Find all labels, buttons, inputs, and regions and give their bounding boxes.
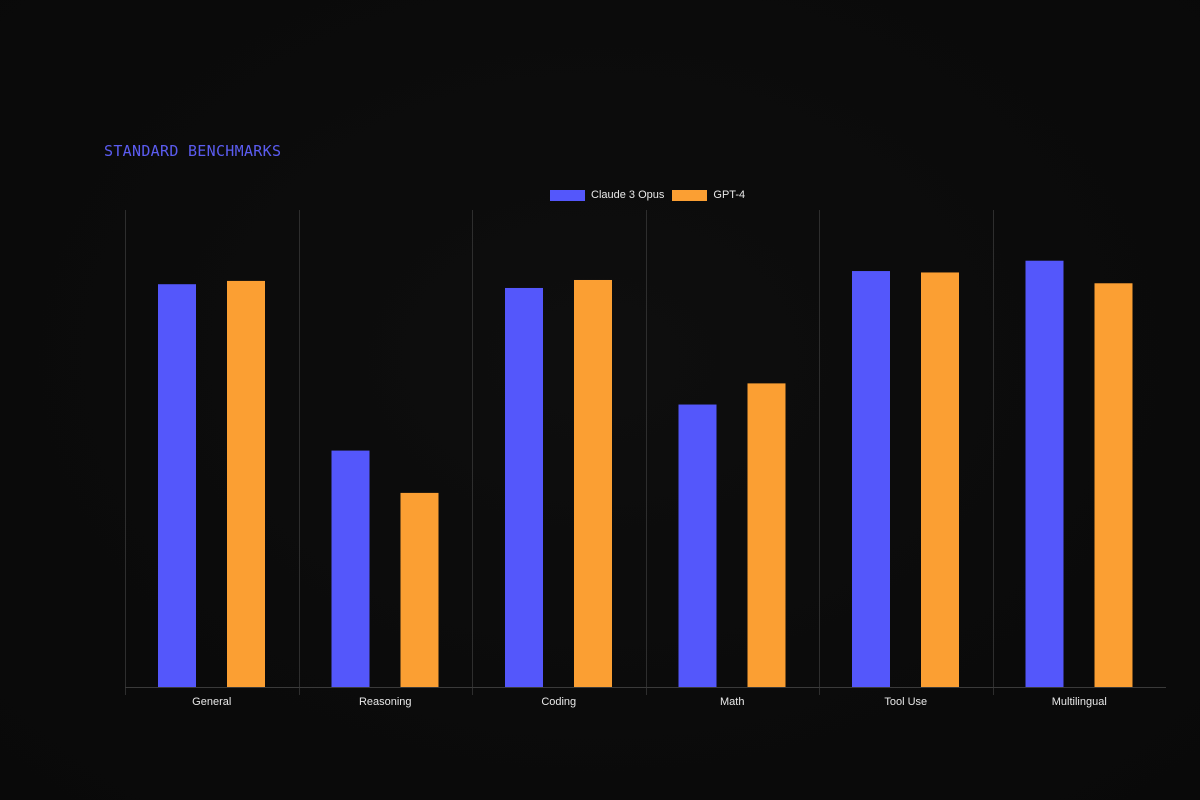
bar-math-gpt4: [747, 383, 786, 687]
bar-multilingual-claude: [1025, 260, 1064, 687]
bar-reasoning-gpt4: [400, 492, 439, 687]
legend-swatch-claude: [550, 189, 585, 201]
legend-label-claude: Claude 3 Opus: [591, 189, 665, 201]
x-tick-label: Tool Use: [884, 696, 927, 708]
legend-label-gpt4: GPT-4: [713, 189, 746, 201]
legend-item-gpt4: GPT-4: [672, 189, 745, 201]
bar-tool-use-claude: [852, 271, 890, 687]
legend-item-claude: Claude 3 Opus: [550, 189, 664, 201]
bar-coding-gpt4: [574, 279, 612, 687]
chart-legend: Claude 3 Opus GPT-4: [550, 189, 753, 201]
page-title: STANDARD BENCHMARKS: [104, 142, 282, 160]
bar-multilingual-gpt4: [1094, 283, 1133, 687]
bar-general-gpt4: [227, 280, 265, 687]
x-tick-label: Multilingual: [1052, 696, 1107, 708]
x-tick-label: Reasoning: [359, 696, 412, 708]
bar-tool-use-gpt4: [921, 272, 959, 687]
bar-general-claude: [158, 284, 196, 687]
x-tick-label: General: [192, 696, 231, 708]
bar-math-claude: [678, 404, 717, 687]
x-tick-label: Math: [720, 696, 744, 708]
bar-reasoning-claude: [331, 450, 370, 687]
legend-swatch-gpt4: [672, 189, 708, 201]
x-tick-label: Coding: [541, 696, 576, 708]
bar-coding-claude: [505, 287, 543, 687]
